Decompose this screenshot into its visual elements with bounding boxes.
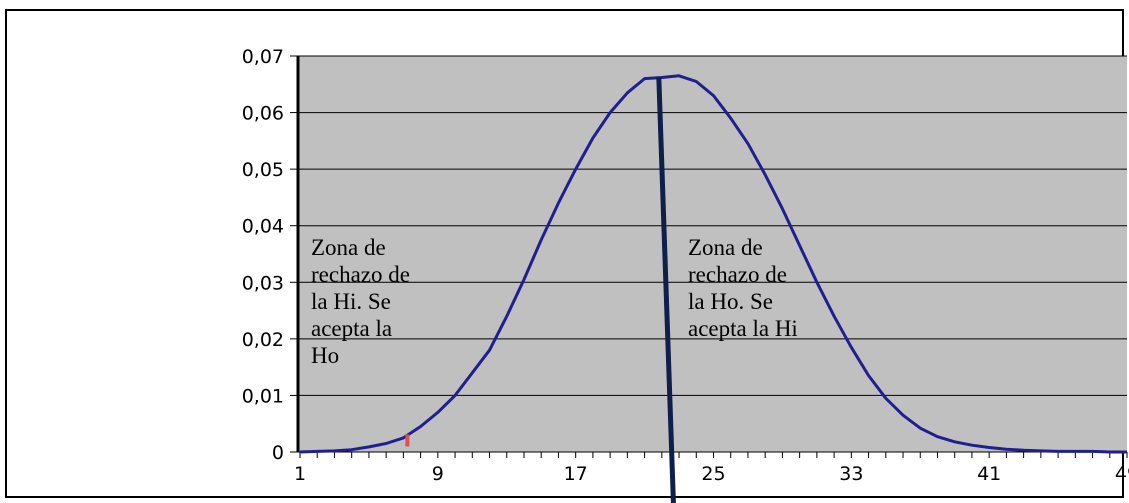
- y-axis: 0 0,01 0,02 0,03 0,04 0,05 0,06 0,07: [242, 46, 298, 464]
- x-tick-label: 41: [977, 463, 1001, 485]
- y-tick-label: 0,07: [242, 46, 284, 68]
- x-tick-label: 49: [1115, 463, 1129, 485]
- gridlines: [298, 55, 1127, 396]
- x-tick-label: 25: [701, 463, 725, 485]
- series-layer: [299, 74, 1127, 454]
- plot-area: [298, 56, 1127, 452]
- annotation-left-zone: Zona de rechazo de la Hi. Se acepta la H…: [311, 235, 410, 368]
- annotation-right-zone: Zona de rechazo de la Ho. Se acepta la H…: [688, 235, 798, 341]
- y-tick-label: 0: [272, 442, 284, 464]
- x-tick-label: 9: [432, 463, 444, 485]
- x-tick-label: 33: [839, 463, 863, 485]
- x-axis: 1 9 17 25 33 41 49: [294, 451, 1129, 485]
- y-tick-label: 0,02: [242, 329, 284, 351]
- y-tick-label: 0,06: [242, 103, 284, 125]
- threshold-line: [656, 77, 676, 503]
- y-tick-label: 0,04: [242, 216, 284, 238]
- y-tick-label: 0,03: [242, 272, 284, 294]
- x-tick-label: 1: [294, 463, 306, 485]
- y-tick-label: 0,01: [242, 385, 284, 407]
- x-tick-label: 17: [564, 463, 588, 485]
- y-tick-label: 0,05: [242, 159, 284, 181]
- reference-lines: [296, 56, 676, 503]
- series-line: [299, 74, 1127, 454]
